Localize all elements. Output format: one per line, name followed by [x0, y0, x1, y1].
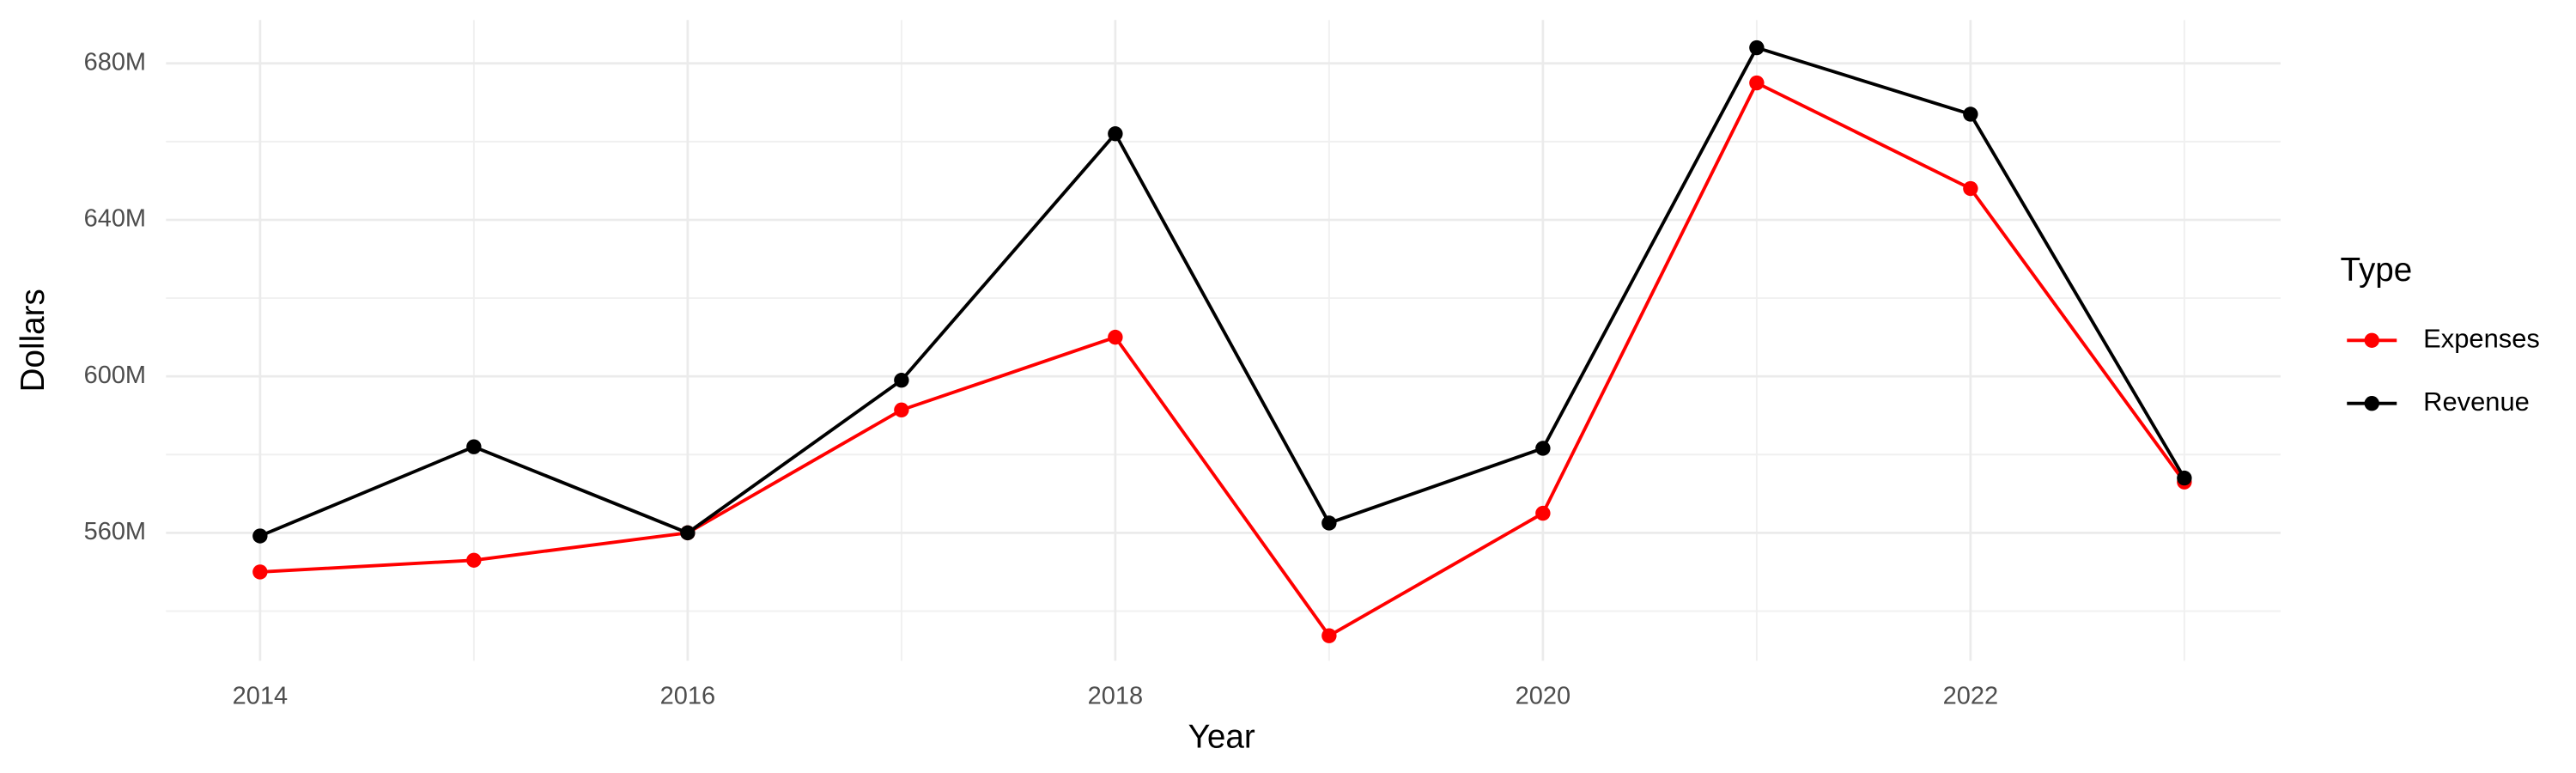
- legend-point: [2364, 396, 2379, 411]
- y-tick-label: 560M: [84, 518, 147, 545]
- marks: [252, 40, 2192, 643]
- point: [680, 525, 696, 541]
- point: [1535, 505, 1551, 521]
- x-tick-label: 2020: [1516, 683, 1571, 710]
- point: [252, 564, 268, 580]
- y-tick-label: 640M: [84, 205, 147, 233]
- x-tick-label: 2022: [1943, 683, 1998, 710]
- legend: Type Expenses Revenue: [2341, 252, 2540, 417]
- point: [894, 402, 909, 418]
- x-axis-title: Year: [1188, 718, 1255, 755]
- y-tick-label: 600M: [84, 362, 147, 389]
- y-tick-label: 680M: [84, 48, 147, 76]
- point: [1321, 628, 1337, 643]
- point: [1108, 329, 1123, 345]
- legend-label: Revenue: [2423, 386, 2530, 417]
- line: [259, 46, 2186, 538]
- point: [1108, 126, 1123, 142]
- x-tick-label: 2018: [1088, 683, 1143, 710]
- point: [1749, 40, 1765, 56]
- y-axis-title: Dollars: [15, 289, 52, 392]
- point: [1321, 515, 1337, 531]
- legend-title: Type: [2341, 252, 2413, 289]
- point: [1963, 107, 1978, 122]
- legend-point: [2364, 332, 2379, 348]
- x-tick-label: 2016: [660, 683, 715, 710]
- point: [1749, 75, 1765, 91]
- legend-label: Expenses: [2423, 323, 2540, 353]
- x-tick-label: 2014: [233, 683, 288, 710]
- point: [2177, 470, 2192, 486]
- point: [1535, 441, 1551, 456]
- point: [252, 528, 268, 544]
- point: [466, 439, 482, 454]
- point: [894, 373, 909, 388]
- grid: [166, 20, 2281, 661]
- line: [259, 80, 2186, 638]
- point: [1963, 180, 1978, 197]
- point: [466, 552, 482, 568]
